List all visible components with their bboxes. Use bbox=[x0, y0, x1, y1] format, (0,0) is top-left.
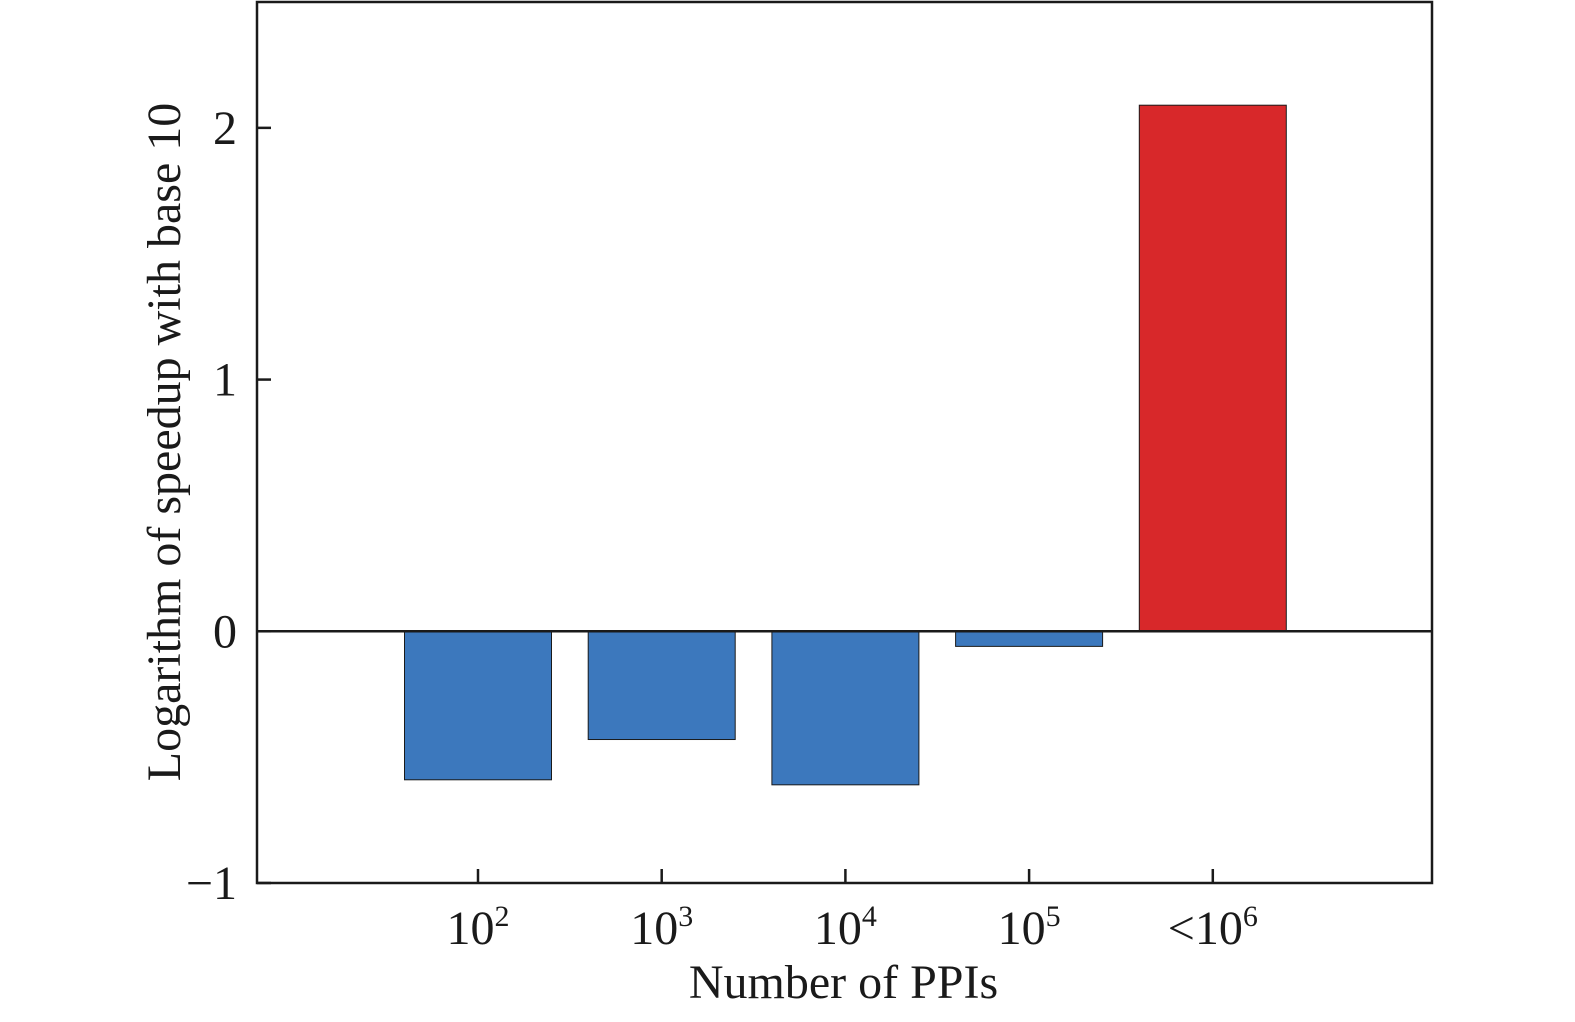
x-tick-label: 105 bbox=[998, 900, 1061, 955]
x-tick-exponent: 6 bbox=[1243, 900, 1258, 933]
bar-5 bbox=[1138, 104, 1287, 632]
y-axis: −1 0 1 2 bbox=[186, 102, 271, 910]
x-tick-base: 10 bbox=[998, 902, 1046, 955]
y-tick-label: 0 bbox=[213, 605, 237, 658]
bars-group bbox=[404, 104, 1287, 786]
x-tick-label: 102 bbox=[447, 900, 510, 955]
x-tick-label: 103 bbox=[630, 900, 693, 955]
bar-2 bbox=[587, 630, 736, 741]
x-axis-title: Number of PPIs bbox=[689, 956, 998, 1009]
y-tick-label: 1 bbox=[213, 354, 237, 407]
y-axis-title: Logarithm of speedup with base 10 bbox=[138, 103, 191, 782]
x-tick-base: 10 bbox=[814, 902, 862, 955]
bar-3 bbox=[771, 630, 920, 786]
x-tick-base: 10 bbox=[630, 902, 678, 955]
x-axis: 102 103 104 105 <106 bbox=[447, 869, 1258, 955]
x-tick-base: 10 bbox=[447, 902, 495, 955]
x-tick-exponent: 2 bbox=[495, 900, 510, 933]
x-tick-exponent: 4 bbox=[862, 900, 877, 933]
bar-1 bbox=[404, 630, 552, 781]
x-tick-exponent: 3 bbox=[678, 900, 693, 933]
x-tick-label: 104 bbox=[814, 900, 877, 955]
x-tick-base: <10 bbox=[1168, 902, 1243, 955]
y-tick-label: −1 bbox=[186, 857, 237, 910]
x-tick-exponent: 5 bbox=[1046, 900, 1061, 933]
x-tick-label: <106 bbox=[1168, 900, 1258, 955]
y-tick-label: 2 bbox=[213, 102, 237, 155]
bar-4 bbox=[955, 630, 1104, 647]
